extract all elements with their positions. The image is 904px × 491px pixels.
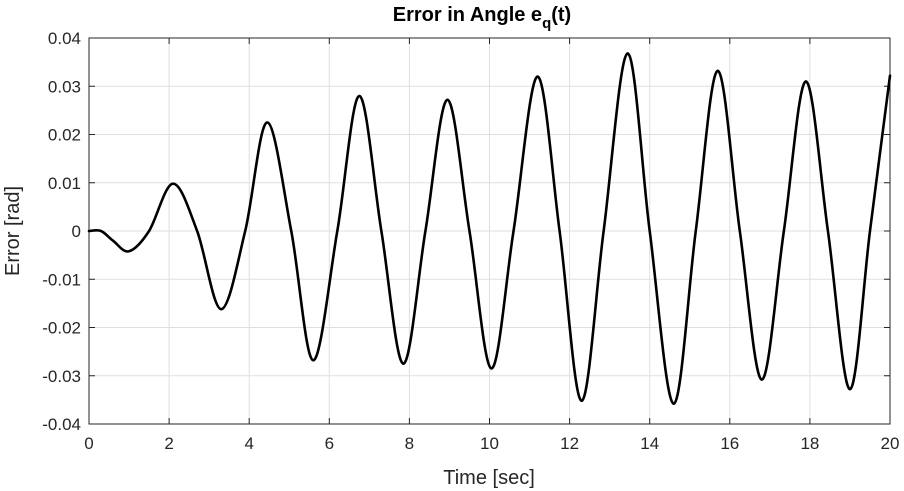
- y-tick-label: -0.04: [42, 415, 81, 434]
- x-tick-label: 16: [720, 434, 739, 453]
- x-tick-labels: 0 2 4 6 8 10 12 14 16 18 20: [84, 434, 899, 453]
- x-tick-label: 20: [881, 434, 900, 453]
- series-line-error: [87, 52, 892, 406]
- y-tick-label: 0.02: [48, 126, 81, 145]
- y-tick-label: 0.04: [48, 29, 81, 48]
- chart-title: Error in Angle eq(t): [393, 4, 571, 32]
- axis-ticks: [88, 37, 891, 425]
- x-tick-label: 14: [640, 434, 659, 453]
- y-axis-label: Error [rad]: [2, 186, 24, 276]
- y-tick-label: 0.01: [48, 174, 81, 193]
- y-tick-label: 0.03: [48, 77, 81, 96]
- x-tick-label: 18: [800, 434, 819, 453]
- y-tick-labels: -0.04 -0.03 -0.02 -0.01 0 0.01 0.02 0.03 0.04: [42, 29, 81, 434]
- x-tick-label: 8: [405, 434, 414, 453]
- x-tick-label: 12: [560, 434, 579, 453]
- x-tick-label: 2: [164, 434, 173, 453]
- x-axis-label: Time [sec]: [443, 467, 535, 489]
- y-tick-label: 0: [72, 222, 81, 241]
- y-tick-label: -0.03: [42, 367, 81, 386]
- x-tick-label: 0: [84, 434, 93, 453]
- x-tick-label: 10: [480, 434, 499, 453]
- y-tick-label: -0.01: [42, 270, 81, 289]
- x-tick-label: 6: [325, 434, 334, 453]
- x-tick-label: 4: [244, 434, 253, 453]
- y-tick-label: -0.02: [42, 319, 81, 338]
